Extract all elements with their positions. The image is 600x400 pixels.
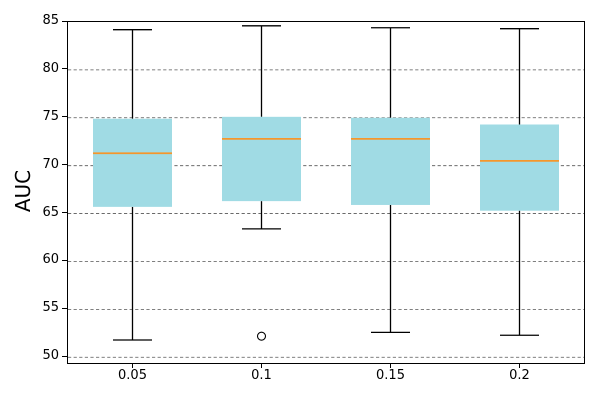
y-tick-label-60: 60 <box>42 252 59 268</box>
y-tick-mark-55 <box>62 307 67 309</box>
y-tick-mark-70 <box>62 164 67 166</box>
x-tick-mark-0.15 <box>390 363 391 368</box>
y-tick-label-75: 75 <box>42 108 59 124</box>
box-iqr <box>480 124 559 211</box>
y-tick-label-85: 85 <box>42 13 59 28</box>
x-tick-label-0.05: 0.05 <box>118 368 147 383</box>
y-tick-label-55: 55 <box>42 300 59 316</box>
x-tick-mark-0.05 <box>132 363 133 368</box>
y-tick-label-50: 50 <box>42 348 59 364</box>
x-tick-label-0.1: 0.1 <box>251 368 272 383</box>
y-tick-label-65: 65 <box>42 204 59 220</box>
boxplot-canvas <box>68 25 584 358</box>
x-tick-mark-0.2 <box>519 363 520 368</box>
y-tick-mark-80 <box>62 68 67 70</box>
y-tick-mark-75 <box>62 116 67 118</box>
x-tick-mark-0.1 <box>261 363 262 368</box>
y-tick-mark-50 <box>62 355 67 357</box>
y-tick-mark-60 <box>62 259 67 261</box>
box-iqr <box>351 117 430 205</box>
y-tick-label-80: 80 <box>42 60 59 76</box>
y-tick-mark-85 <box>62 20 67 22</box>
plot-area <box>67 21 585 364</box>
y-tick-mark-65 <box>62 212 67 214</box>
y-tick-label-70: 70 <box>42 156 59 172</box>
x-tick-label-0.2: 0.2 <box>509 368 530 383</box>
box-iqr <box>93 118 172 207</box>
box-iqr <box>222 116 301 202</box>
outlier-marker <box>256 331 267 341</box>
x-tick-label-0.15: 0.15 <box>376 368 405 383</box>
